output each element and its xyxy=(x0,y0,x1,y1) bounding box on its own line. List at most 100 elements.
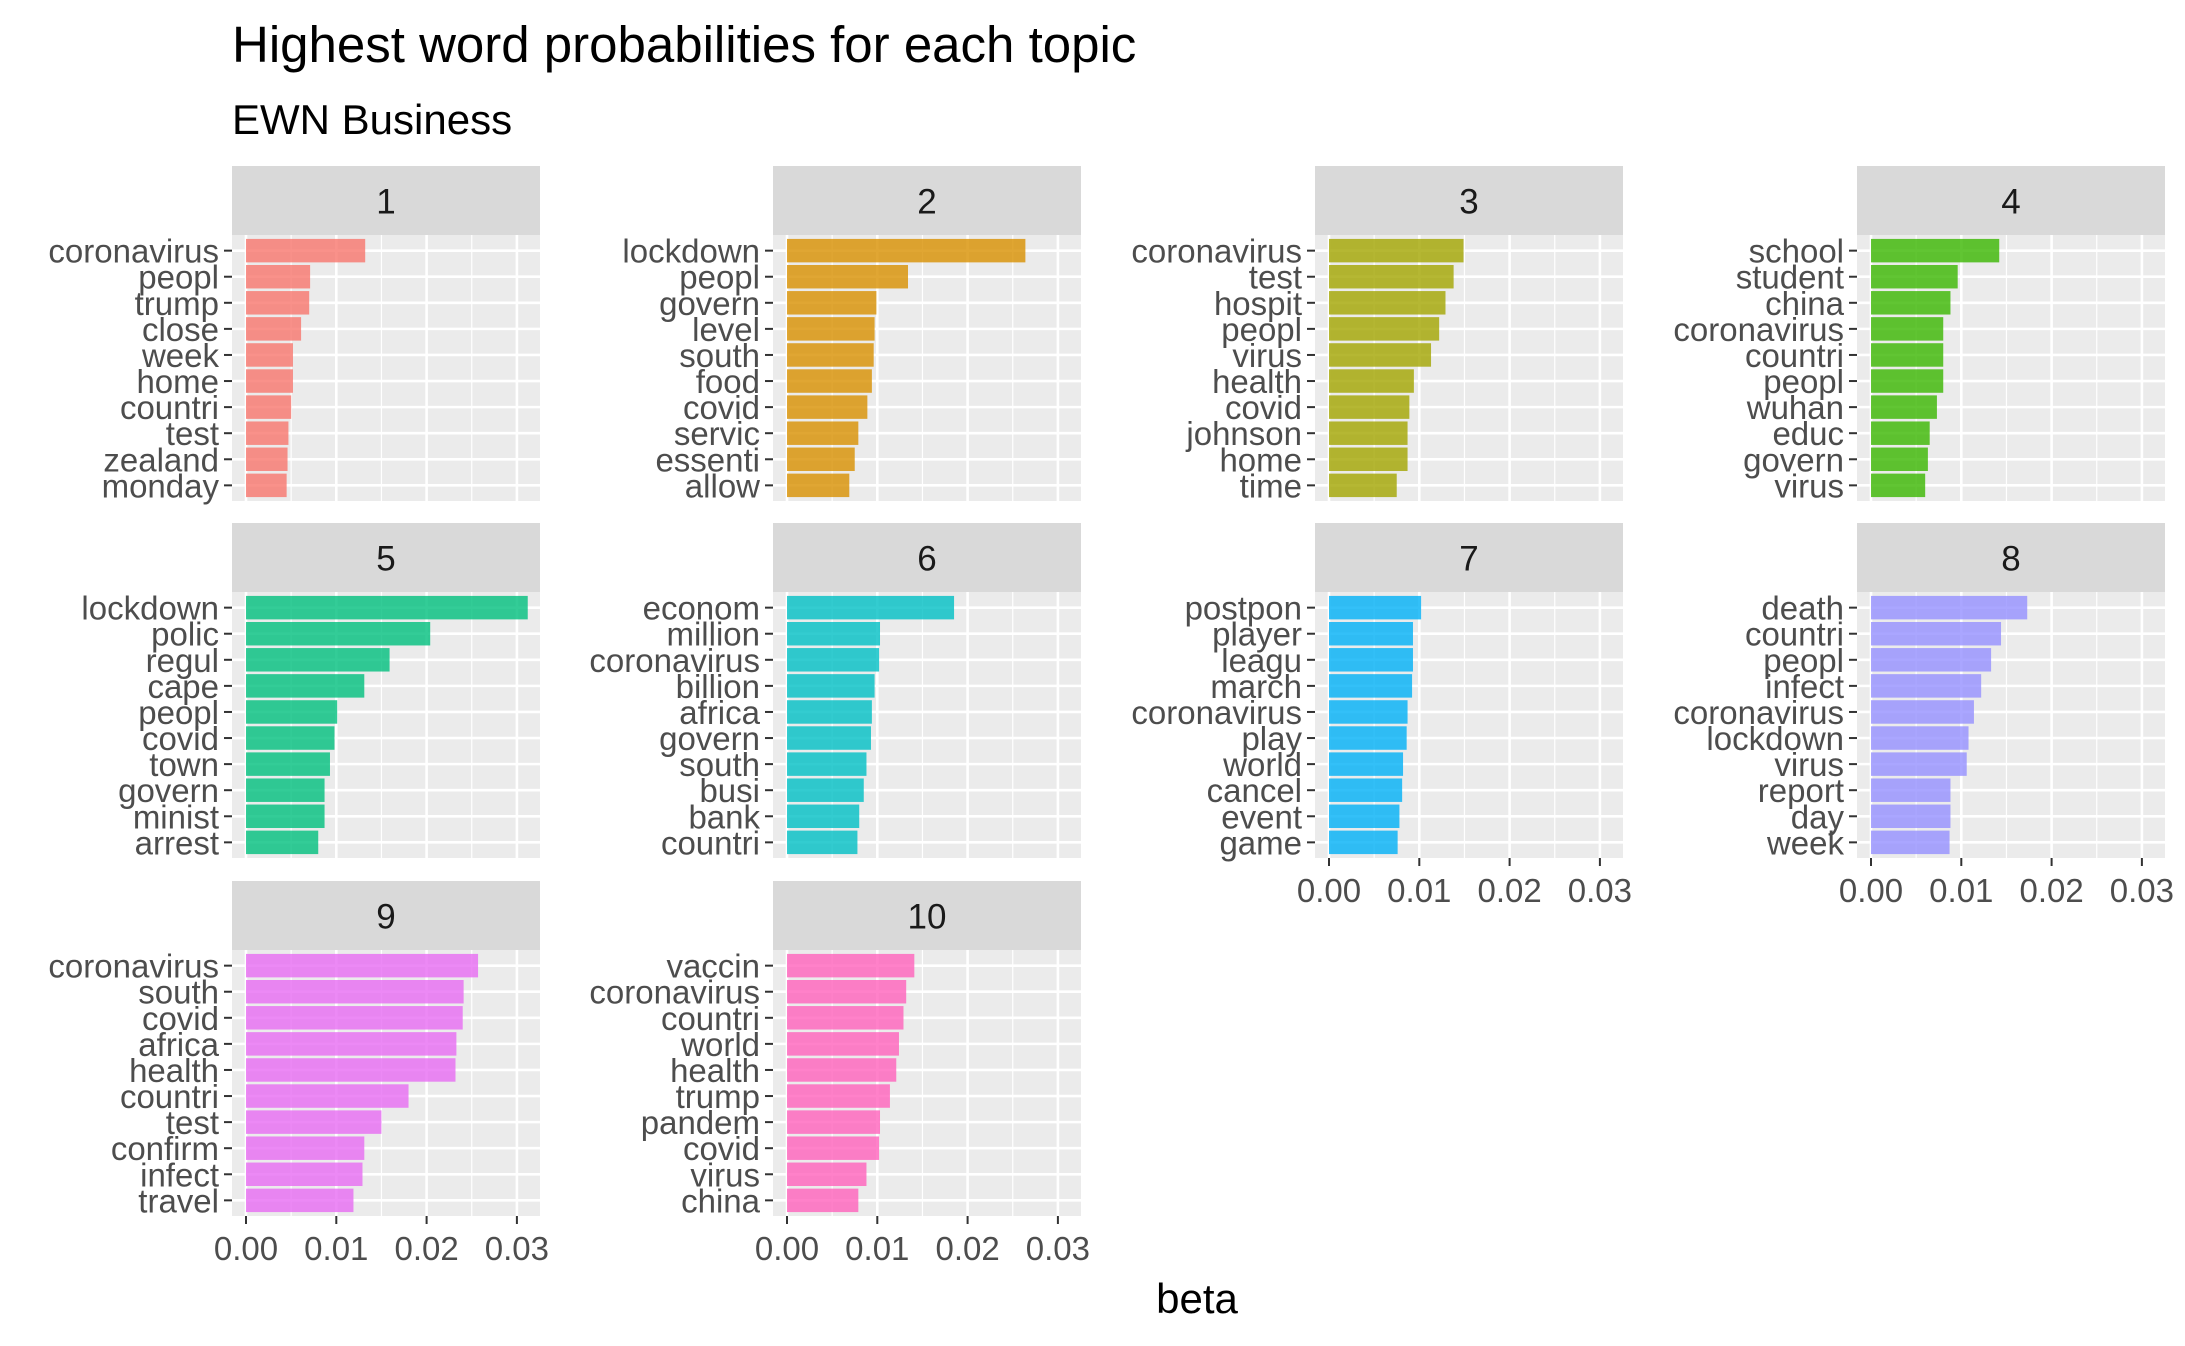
bar-4-educ xyxy=(1871,421,1930,445)
y-tick-label: coronavirus xyxy=(1131,694,1302,731)
y-tick-label: educ xyxy=(1772,415,1844,452)
y-tick-label: health xyxy=(670,1052,760,1089)
y-tick-label: countri xyxy=(1745,337,1844,374)
bar-4-countri xyxy=(1871,343,1944,367)
y-tick-label: govern xyxy=(118,772,219,809)
y-tick-label: leagu xyxy=(1221,642,1302,679)
chart-subtitle: EWN Business xyxy=(232,96,512,143)
y-tick-label: covid xyxy=(142,720,219,757)
bar-7-coronavirus xyxy=(1329,700,1408,724)
bar-10-covid xyxy=(787,1136,880,1160)
y-tick-label: africa xyxy=(679,694,760,731)
facet-panel-7: 7 postponplayerleagumarchcoronavirusplayw… xyxy=(1131,523,1632,909)
y-tick-label: lockdown xyxy=(622,233,760,270)
bar-6-bank xyxy=(787,804,860,829)
bar-2-servic xyxy=(787,421,859,445)
bar-7-game xyxy=(1329,830,1398,855)
facet-strip-label: 7 xyxy=(1459,540,1478,579)
x-tick-label: 0.03 xyxy=(1026,1230,1090,1267)
y-tick-label: essenti xyxy=(655,441,760,478)
facet-strip-label: 6 xyxy=(917,540,936,579)
y-tick-label: polic xyxy=(151,616,219,653)
y-tick-label: south xyxy=(679,337,760,374)
bar-1-trump xyxy=(246,291,310,315)
bar-10-coronavirus xyxy=(787,979,907,1004)
bar-9-infect xyxy=(246,1162,363,1187)
y-tick-label: player xyxy=(1212,616,1302,653)
y-tick-label: test xyxy=(1249,259,1302,296)
bar-6-econom xyxy=(787,595,955,620)
y-tick-label: servic xyxy=(674,415,760,452)
bar-2-covid xyxy=(787,395,868,419)
facet-strip xyxy=(232,523,540,592)
bar-8-countri xyxy=(1871,621,2002,646)
y-tick-label: wuhan xyxy=(1746,389,1844,426)
bar-8-lockdown xyxy=(1871,726,1969,750)
bar-1-close xyxy=(246,317,302,341)
bar-9-coronavirus xyxy=(246,953,479,978)
y-tick-label: allow xyxy=(685,467,760,504)
bar-10-world xyxy=(787,1032,899,1056)
y-tick-label: countri xyxy=(1745,616,1844,653)
bar-5-covid xyxy=(246,726,335,750)
bar-2-lockdown xyxy=(787,238,1026,263)
y-tick-label: world xyxy=(1222,746,1302,783)
bar-2-peopl xyxy=(787,264,909,289)
y-tick-label: million xyxy=(666,616,760,653)
y-tick-label: event xyxy=(1221,798,1302,835)
y-tick-label: world xyxy=(680,1026,760,1063)
bar-8-report xyxy=(1871,778,1951,802)
y-tick-label: countri xyxy=(120,389,219,426)
facet-strip-label: 9 xyxy=(376,898,395,937)
y-tick-label: death xyxy=(1761,590,1844,627)
bar-1-zealand xyxy=(246,447,288,472)
bar-7-event xyxy=(1329,804,1400,829)
y-tick-label: countri xyxy=(661,824,760,861)
bar-2-food xyxy=(787,369,872,393)
y-tick-label: covid xyxy=(142,1000,219,1037)
facet-strip-label: 5 xyxy=(376,540,395,579)
y-tick-label: peopl xyxy=(1763,642,1844,679)
bar-3-peopl xyxy=(1329,317,1440,341)
bar-6-billion xyxy=(787,674,875,698)
bar-10-countri xyxy=(787,1006,904,1030)
y-tick-label: johnson xyxy=(1185,415,1302,452)
bar-8-infect xyxy=(1871,674,1982,698)
bar-3-time xyxy=(1329,473,1397,498)
y-tick-label: coronavirus xyxy=(48,948,219,985)
bar-7-play xyxy=(1329,726,1407,750)
y-tick-label: virus xyxy=(690,1156,760,1193)
x-tick-label: 0.01 xyxy=(304,1230,368,1267)
y-tick-label: virus xyxy=(1774,467,1844,504)
y-tick-label: pandem xyxy=(641,1104,760,1141)
facet-panel-5: 5 lockdownpolicregulcapepeoplcovidtowngov… xyxy=(81,523,540,861)
bar-5-regul xyxy=(246,648,390,672)
y-tick-label: regul xyxy=(146,642,219,679)
y-tick-label: lockdown xyxy=(1706,720,1844,757)
y-tick-label: hospit xyxy=(1214,285,1302,322)
bar-1-week xyxy=(246,343,293,367)
x-tick-label: 0.01 xyxy=(1387,872,1451,909)
y-tick-label: cape xyxy=(147,668,219,705)
bar-9-health xyxy=(246,1058,456,1082)
facet-strip xyxy=(773,881,1081,950)
facet-panel-6: 6 econommillioncoronavirusbillionafricago… xyxy=(589,523,1081,861)
y-tick-label: infect xyxy=(1765,668,1844,705)
bar-6-south xyxy=(787,752,867,776)
y-tick-label: countri xyxy=(661,1000,760,1037)
y-tick-label: china xyxy=(1765,285,1845,322)
y-tick-label: coronavirus xyxy=(589,642,760,679)
bar-5-lockdown xyxy=(246,595,528,620)
bar-5-arrest xyxy=(246,830,319,855)
x-tick-label: 0.02 xyxy=(2019,872,2083,909)
bar-1-coronavirus xyxy=(246,238,366,263)
facet-panel-9: 9 coronavirussouthcovidafricahealthcountr… xyxy=(48,881,549,1267)
y-tick-label: home xyxy=(136,363,219,400)
bar-10-virus xyxy=(787,1162,867,1187)
y-tick-label: report xyxy=(1758,772,1844,809)
bar-9-covid xyxy=(246,1006,463,1030)
x-tick-label: 0.01 xyxy=(845,1230,909,1267)
bar-5-polic xyxy=(246,621,431,646)
y-tick-label: covid xyxy=(683,389,760,426)
